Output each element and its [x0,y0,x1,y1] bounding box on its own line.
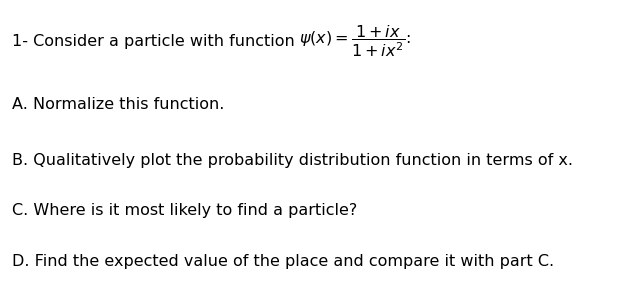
Text: B. Qualitatively plot the probability distribution function in terms of x.: B. Qualitatively plot the probability di… [12,153,573,168]
Text: $\psi(x) = \dfrac{1+ix}{1+ix^2}$:: $\psi(x) = \dfrac{1+ix}{1+ix^2}$: [299,24,411,59]
Text: 1- Consider a particle with function: 1- Consider a particle with function [12,34,299,49]
Text: D. Find the expected value of the place and compare it with part C.: D. Find the expected value of the place … [12,254,554,269]
Text: C. Where is it most likely to find a particle?: C. Where is it most likely to find a par… [12,203,357,218]
Text: A. Normalize this function.: A. Normalize this function. [12,97,224,112]
